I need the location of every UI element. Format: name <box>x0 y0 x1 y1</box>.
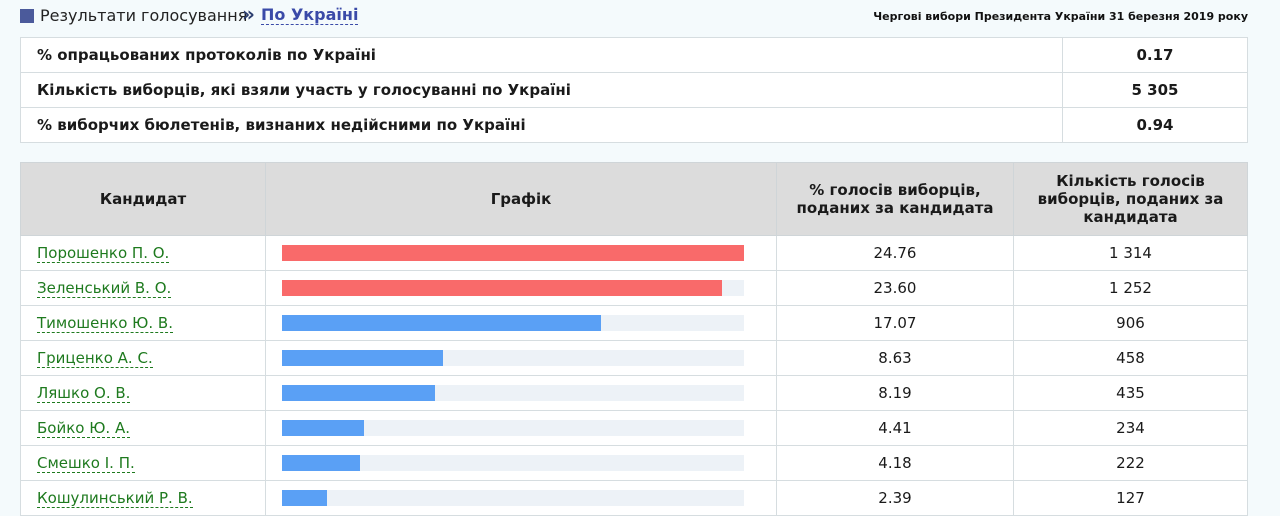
percent-value: 23.60 <box>776 270 1014 306</box>
votes-value: 906 <box>1013 305 1248 341</box>
percent-value: 17.07 <box>776 305 1014 341</box>
candidate-link[interactable]: Гриценко А. С. <box>37 349 153 368</box>
page-header: Результати голосування » По Україні Черг… <box>20 0 1248 32</box>
bar-track <box>282 280 744 296</box>
bar-fill <box>282 420 365 436</box>
candidate-cell: Бойко Ю. А. <box>20 410 266 446</box>
candidate-cell: Зеленський В. О. <box>20 270 266 306</box>
percent-value: 24.76 <box>776 235 1014 271</box>
votes-value: 1 314 <box>1013 235 1248 271</box>
summary-row: % опрацьованих протоколів по Україні 0.1… <box>20 37 1248 73</box>
bar-fill <box>282 245 744 261</box>
table-row: Ляшко О. В. 8.19 435 <box>20 375 1248 411</box>
election-title: Чергові вибори Президента України 31 бер… <box>873 10 1248 23</box>
candidate-cell: Порошенко П. О. <box>20 235 266 271</box>
percent-value: 4.41 <box>776 410 1014 446</box>
header-percent: % голосів виборців, поданих за кандидата <box>776 162 1014 236</box>
table-row: Порошенко П. О. 24.76 1 314 <box>20 235 1248 271</box>
votes-value: 127 <box>1013 480 1248 516</box>
bar-track <box>282 315 744 331</box>
summary-row: % виборчих бюлетенів, визнаних недійсним… <box>20 107 1248 143</box>
summary-value: 5 305 <box>1062 72 1248 108</box>
summary-label: % опрацьованих протоколів по Україні <box>20 37 1063 73</box>
table-row: Зеленський В. О. 23.60 1 252 <box>20 270 1248 306</box>
chart-cell <box>265 375 777 411</box>
summary-label: % виборчих бюлетенів, визнаних недійсним… <box>20 107 1063 143</box>
table-row: Смешко І. П. 4.18 222 <box>20 445 1248 481</box>
bar-fill <box>282 350 444 366</box>
bar-track <box>282 420 744 436</box>
table-row: Гриценко А. С. 8.63 458 <box>20 340 1248 376</box>
results-body: Порошенко П. О. 24.76 1 314 Зеленський В. О… <box>20 235 1248 516</box>
candidate-cell: Гриценко А. С. <box>20 340 266 376</box>
bar-track <box>282 385 744 401</box>
chart-cell <box>265 270 777 306</box>
breadcrumb-current-link[interactable]: По Україні <box>261 5 359 25</box>
candidate-cell: Смешко І. П. <box>20 445 266 481</box>
summary-label: Кількість виборців, які взяли участь у г… <box>20 72 1063 108</box>
chart-cell <box>265 235 777 271</box>
candidate-link[interactable]: Порошенко П. О. <box>37 244 170 263</box>
header-percent-text: % голосів виборців, поданих за кандидата <box>796 181 994 217</box>
breadcrumb-square-icon <box>20 9 34 23</box>
bar-track <box>282 490 744 506</box>
candidate-link[interactable]: Ляшко О. В. <box>37 384 131 403</box>
bar-fill <box>282 280 723 296</box>
votes-value: 222 <box>1013 445 1248 481</box>
summary-row: Кількість виборців, які взяли участь у г… <box>20 72 1248 108</box>
chart-cell <box>265 410 777 446</box>
table-row: Бойко Ю. А. 4.41 234 <box>20 410 1248 446</box>
header-candidate: Кандидат <box>20 162 266 236</box>
candidate-link[interactable]: Смешко І. П. <box>37 454 135 473</box>
bar-fill <box>282 455 360 471</box>
table-row: Тимошенко Ю. В. 17.07 906 <box>20 305 1248 341</box>
bar-track <box>282 350 744 366</box>
chart-cell <box>265 445 777 481</box>
results-table: Кандидат Графік % голосів виборців, пода… <box>20 162 1248 516</box>
bar-fill <box>282 385 435 401</box>
percent-value: 8.19 <box>776 375 1014 411</box>
candidate-cell: Ляшко О. В. <box>20 375 266 411</box>
candidate-link[interactable]: Кошулинський Р. В. <box>37 489 193 508</box>
votes-value: 435 <box>1013 375 1248 411</box>
chart-cell <box>265 480 777 516</box>
breadcrumb-separator: » <box>242 2 255 26</box>
percent-value: 2.39 <box>776 480 1014 516</box>
results-header-row: Кандидат Графік % голосів виборців, пода… <box>20 162 1248 236</box>
candidate-cell: Кошулинський Р. В. <box>20 480 266 516</box>
candidate-link[interactable]: Бойко Ю. А. <box>37 419 130 438</box>
percent-value: 4.18 <box>776 445 1014 481</box>
summary-table: % опрацьованих протоколів по Україні 0.1… <box>20 37 1248 143</box>
bar-track <box>282 455 744 471</box>
bar-fill <box>282 490 327 506</box>
header-chart: Графік <box>265 162 777 236</box>
votes-value: 1 252 <box>1013 270 1248 306</box>
candidate-cell: Тимошенко Ю. В. <box>20 305 266 341</box>
header-votes-text: Кількість голосів виборців, поданих за к… <box>1037 172 1224 226</box>
percent-value: 8.63 <box>776 340 1014 376</box>
summary-value: 0.94 <box>1062 107 1248 143</box>
bar-fill <box>282 315 601 331</box>
candidate-link[interactable]: Тимошенко Ю. В. <box>37 314 173 333</box>
candidate-link[interactable]: Зеленський В. О. <box>37 279 172 298</box>
header-votes: Кількість голосів виборців, поданих за к… <box>1013 162 1248 236</box>
table-row: Кошулинський Р. В. 2.39 127 <box>20 480 1248 516</box>
chart-cell <box>265 305 777 341</box>
chart-cell <box>265 340 777 376</box>
bar-track <box>282 245 744 261</box>
votes-value: 458 <box>1013 340 1248 376</box>
summary-value: 0.17 <box>1062 37 1248 73</box>
breadcrumb-root[interactable]: Результати голосування <box>40 6 248 25</box>
votes-value: 234 <box>1013 410 1248 446</box>
